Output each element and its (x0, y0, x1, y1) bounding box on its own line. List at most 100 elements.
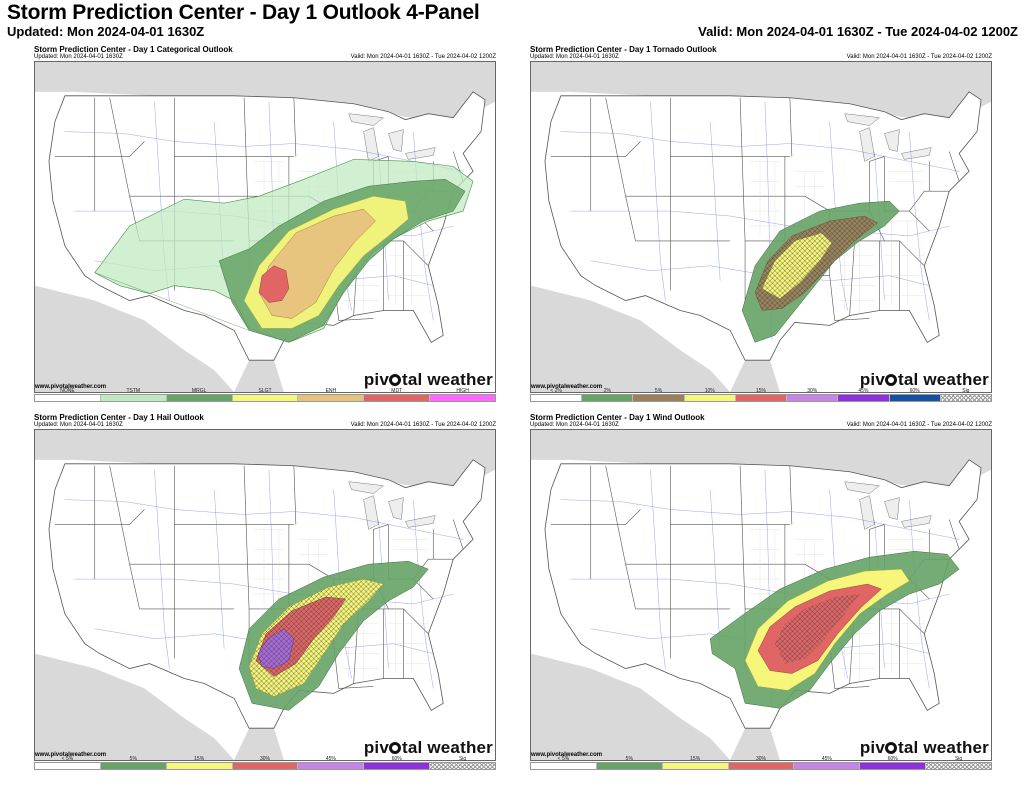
legend-swatch: 15% (735, 388, 788, 401)
legend-label: Sig (962, 388, 970, 394)
legend-swatch: 60% (364, 756, 431, 769)
panel-valid: Valid: Mon 2024-04-01 1630Z - Tue 2024-0… (846, 54, 992, 60)
legend-swatch: MRGL (166, 388, 233, 401)
website-label: www.pivotalweather.com (35, 752, 107, 758)
legend-swatch: Sig (430, 756, 496, 769)
legend-swatch: 30% (787, 388, 839, 401)
legend-label: HIGH (456, 388, 469, 394)
legend-swatch: 45% (298, 756, 365, 769)
map-wind (530, 429, 992, 761)
legend-swatch: 2% (582, 388, 634, 401)
legend-swatch: 60% (860, 756, 927, 769)
legend-label: 45% (858, 388, 869, 394)
map-hail (34, 429, 496, 761)
panel-title: Storm Prediction Center - Day 1 Hail Out… (34, 413, 204, 422)
legend-swatch: HIGH (430, 388, 496, 401)
legend-swatch: Sig (940, 388, 991, 401)
gear-icon (389, 374, 402, 386)
legend-swatch: Sig (926, 756, 992, 769)
legend-tornado: < 2% 2% 5% 10% 15% 30% 45% 60% Sig (530, 388, 992, 402)
legend-label: 5% (625, 756, 633, 762)
website-label: www.pivotalweather.com (531, 752, 603, 758)
legend-swatch: < 5% (531, 756, 597, 769)
page-title: Storm Prediction Center - Day 1 Outlook … (7, 1, 480, 24)
panel-updated: Updated: Mon 2024-04-01 1630Z (530, 422, 619, 428)
panel-title: Storm Prediction Center - Day 1 Categori… (34, 45, 233, 54)
brand-logo: piv tal weather (363, 738, 493, 757)
panel-updated: Updated: Mon 2024-04-01 1630Z (34, 422, 123, 428)
legend-label: MRGL (191, 388, 207, 394)
legend-label: < 5% (557, 756, 570, 762)
legend-label: 2% (603, 388, 611, 394)
sig-hatch-hail (249, 579, 384, 697)
panel-wind: Storm Prediction Center - Day 1 Wind Out… (530, 413, 992, 778)
risk-mdt (258, 265, 290, 303)
legend-label: 30% (260, 756, 271, 762)
legend-label: MDT (391, 388, 403, 394)
legend-swatch: 5% (633, 388, 685, 401)
legend-label: 15% (755, 388, 766, 394)
panel-hail: Storm Prediction Center - Day 1 Hail Out… (34, 413, 496, 778)
legend-label: NONE (60, 388, 75, 394)
legend-swatch: 30% (728, 756, 795, 769)
legend-label: < 2% (550, 388, 562, 394)
legend-swatch: 15% (662, 756, 729, 769)
sig-hatch-wind (774, 594, 860, 664)
brand-logo: piv tal weather (363, 370, 493, 389)
legend-label: 5% (129, 756, 137, 762)
map-categorical (34, 61, 496, 393)
legend-label: Sig (954, 756, 963, 762)
panel-categorical: Storm Prediction Center - Day 1 Categori… (34, 45, 496, 410)
panel-tornado: Storm Prediction Center - Day 1 Tornado … (530, 45, 992, 410)
legend-swatch: 5% (596, 756, 663, 769)
legend-label: 60% (391, 756, 402, 762)
legend-hail: < 5% 5% 15% 30% 45% 60% Sig (34, 756, 496, 770)
sig-hatch-tornado (755, 216, 878, 311)
legend-swatch: 60% (889, 388, 941, 401)
legend-swatch: 45% (838, 388, 890, 401)
legend-label: 30% (807, 388, 818, 394)
map-tornado (530, 61, 992, 393)
legend-swatch: 45% (794, 756, 861, 769)
legend-swatch: SLGT (232, 388, 299, 401)
legend-label: 45% (821, 756, 832, 762)
legend-label: TSTM (126, 388, 141, 394)
legend-swatch: 5% (100, 756, 167, 769)
legend-swatch: NONE (35, 388, 101, 401)
legend-label: 60% (887, 756, 898, 762)
page-updated: Updated: Mon 2024-04-01 1630Z (7, 24, 205, 39)
page-valid: Valid: Mon 2024-04-01 1630Z - Tue 2024-0… (698, 24, 1018, 39)
website-label: www.pivotalweather.com (35, 384, 107, 390)
legend-label: 30% (756, 756, 767, 762)
legend-categorical: NONE TSTM MRGL SLGT ENH MDT HIGH (34, 388, 496, 402)
panel-valid: Valid: Mon 2024-04-01 1630Z - Tue 2024-0… (350, 422, 496, 428)
legend-label: 15% (194, 756, 205, 762)
legend-swatch: 15% (166, 756, 233, 769)
gear-icon (885, 374, 898, 386)
legend-label: ENH (325, 388, 337, 394)
legend-label: 15% (690, 756, 701, 762)
legend-label: 10% (704, 388, 715, 394)
legend-label: < 5% (61, 756, 74, 762)
legend-wind: < 5% 5% 15% 30% 45% 60% Sig (530, 756, 992, 770)
legend-label: 60% (909, 388, 920, 394)
legend-swatch: ENH (298, 388, 365, 401)
panel-updated: Updated: Mon 2024-04-01 1630Z (34, 54, 123, 60)
risk-enh (258, 208, 376, 319)
website-label: www.pivotalweather.com (531, 384, 603, 390)
legend-label: SLGT (258, 388, 272, 394)
legend-swatch: 10% (684, 388, 736, 401)
gear-icon (389, 742, 402, 754)
brand-logo: piv tal weather (859, 738, 989, 757)
legend-swatch: TSTM (100, 388, 167, 401)
panel-valid: Valid: Mon 2024-04-01 1630Z - Tue 2024-0… (350, 54, 496, 60)
panel-valid: Valid: Mon 2024-04-01 1630Z - Tue 2024-0… (846, 422, 992, 428)
legend-swatch: < 2% (531, 388, 583, 401)
legend-swatch: < 5% (35, 756, 101, 769)
legend-label: Sig (458, 756, 467, 762)
legend-label: 45% (325, 756, 336, 762)
legend-swatch: 30% (232, 756, 299, 769)
panel-title: Storm Prediction Center - Day 1 Wind Out… (530, 413, 705, 422)
panel-title: Storm Prediction Center - Day 1 Tornado … (530, 45, 717, 54)
legend-label: 5% (654, 388, 663, 394)
